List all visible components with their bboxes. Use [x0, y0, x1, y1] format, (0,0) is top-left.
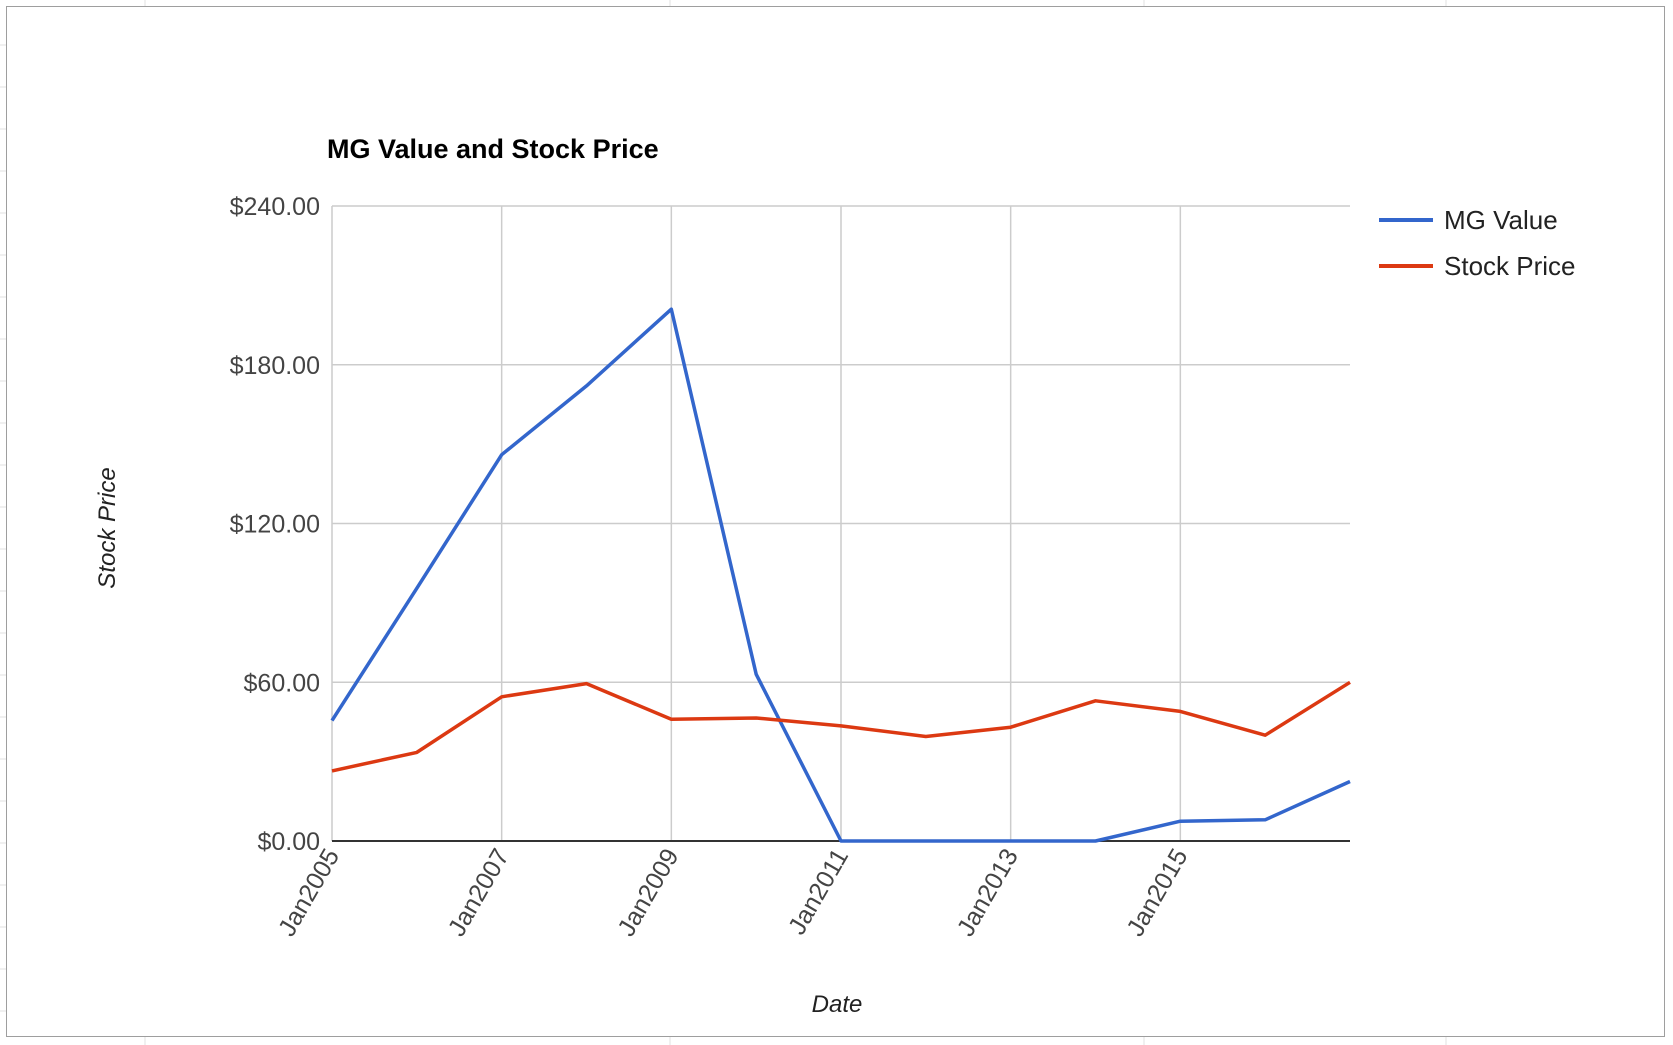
y-tick-label: $60.00: [244, 669, 320, 697]
x-tick-label: Jan2007: [443, 844, 515, 941]
y-tick-label: $120.00: [230, 511, 320, 539]
gridlines: [331, 205, 1350, 841]
chart-container[interactable]: $0.00 $60.00 $120.00 $180.00 $240.00 Jan2005 J…: [6, 6, 1665, 1037]
legend-label: Stock Price: [1444, 251, 1576, 281]
x-axis-title: Date: [812, 991, 863, 1018]
y-tick-label: $0.00: [257, 828, 320, 856]
series-line-mg-value: [330, 307, 1351, 843]
chart-title: MG Value and Stock Price: [327, 134, 659, 164]
x-tick-label: Jan2013: [952, 844, 1024, 941]
x-tick-label: Jan2009: [612, 844, 684, 941]
legend: MG Value Stock Price: [1379, 205, 1576, 281]
y-tick-label: $240.00: [230, 193, 320, 221]
legend-label: MG Value: [1444, 205, 1558, 235]
y-axis-title: Stock Price: [94, 467, 121, 588]
axes: $0.00 $60.00 $120.00 $180.00 $240.00 Jan2005 J…: [230, 193, 1350, 941]
x-tick-label: Jan2015: [1121, 844, 1193, 941]
x-tick-label: Jan2005: [273, 844, 345, 941]
line-chart: $0.00 $60.00 $120.00 $180.00 $240.00 Jan2005 J…: [94, 134, 1576, 1018]
y-tick-label: $180.00: [230, 352, 320, 380]
x-tick-label: Jan2011: [783, 844, 854, 939]
series-line-stock-price: [331, 680, 1351, 773]
series-lines: [330, 307, 1351, 843]
